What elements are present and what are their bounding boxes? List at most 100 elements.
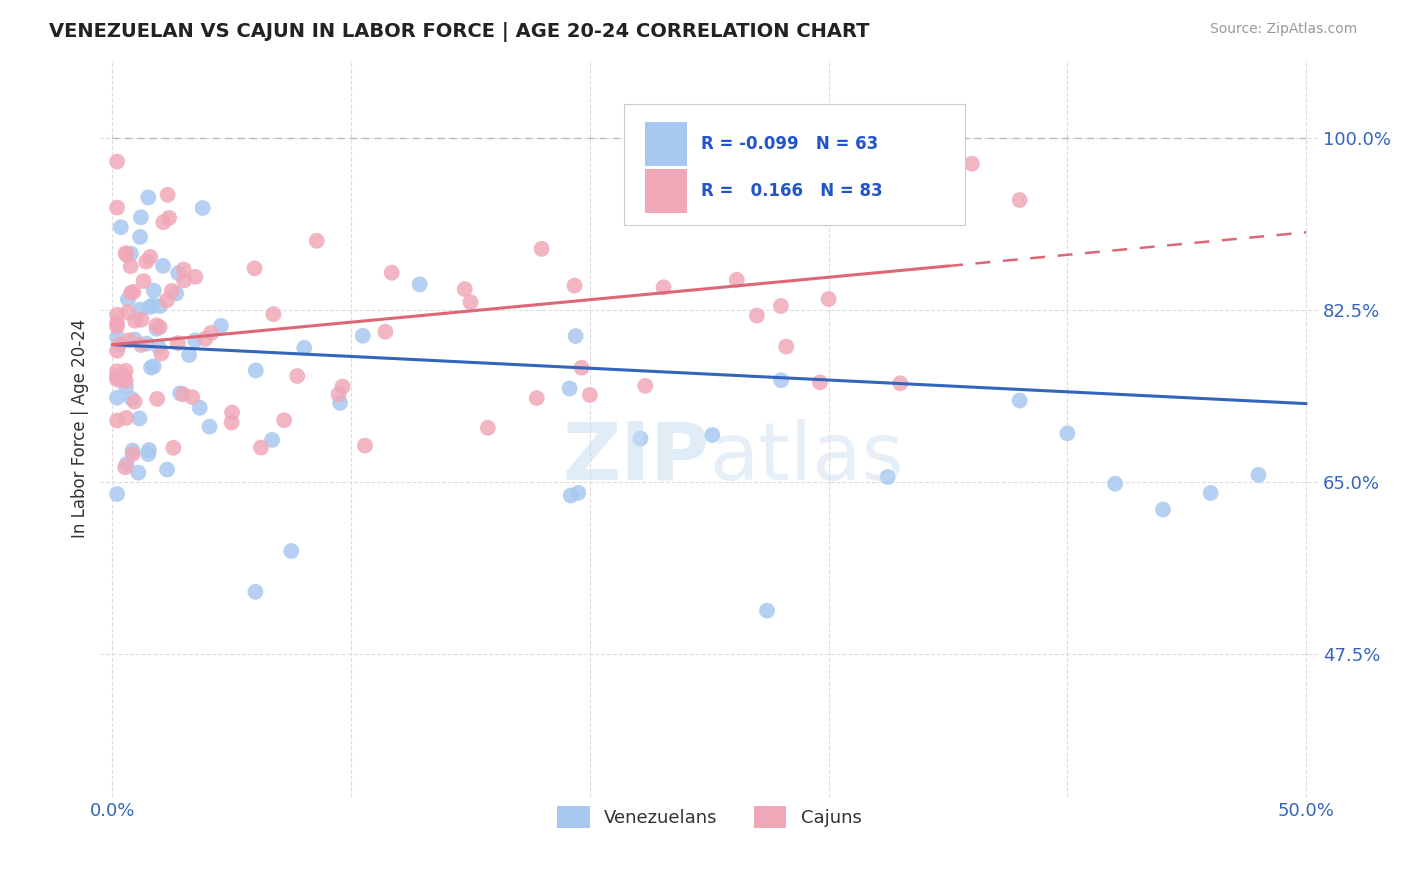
Point [135, 336, 157, 351]
Point [328, 387, 350, 401]
Point [124, 314, 146, 328]
Point [564, 329, 586, 343]
Point [120, 246, 142, 260]
Point [558, 382, 581, 396]
FancyBboxPatch shape [645, 122, 688, 167]
Point [960, 156, 983, 170]
Point [148, 340, 170, 354]
Point [114, 246, 136, 260]
Point [1008, 193, 1031, 207]
Point [131, 312, 153, 326]
Point [579, 388, 602, 402]
Point [124, 394, 146, 409]
Point [156, 187, 179, 202]
Point [150, 346, 173, 360]
Point [184, 269, 207, 284]
Point [114, 374, 136, 388]
Point [142, 284, 165, 298]
Point [454, 282, 477, 296]
Point [768, 189, 790, 203]
Point [117, 293, 139, 307]
Point [530, 242, 553, 256]
Point [381, 266, 404, 280]
Point [138, 443, 160, 458]
Point [250, 441, 273, 455]
Point [280, 544, 302, 558]
Point [285, 369, 308, 384]
Point [139, 300, 162, 314]
Point [139, 250, 162, 264]
Point [181, 390, 204, 404]
Point [127, 466, 149, 480]
Point [329, 396, 352, 410]
Point [115, 411, 138, 425]
Point [876, 470, 898, 484]
Point [121, 443, 143, 458]
Point [105, 154, 128, 169]
Point [352, 328, 374, 343]
Point [105, 487, 128, 501]
Point [769, 299, 792, 313]
Text: R = -0.099   N = 63: R = -0.099 N = 63 [700, 136, 877, 153]
Point [121, 447, 143, 461]
Point [221, 416, 243, 430]
Point [173, 262, 195, 277]
Point [124, 333, 146, 347]
FancyBboxPatch shape [645, 169, 688, 213]
Point [120, 260, 142, 274]
Point [146, 392, 169, 406]
Point [200, 326, 222, 340]
Point [152, 259, 174, 273]
Point [152, 215, 174, 229]
Point [117, 305, 139, 319]
Point [354, 439, 377, 453]
Point [745, 309, 768, 323]
Point [105, 201, 128, 215]
Point [221, 405, 243, 419]
Point [460, 295, 482, 310]
Point [817, 292, 839, 306]
Point [115, 248, 138, 262]
Point [1199, 486, 1222, 500]
Point [160, 284, 183, 298]
Point [129, 230, 152, 244]
Point [105, 364, 128, 378]
Point [889, 376, 911, 391]
Point [118, 333, 141, 347]
Point [105, 391, 128, 405]
Point [105, 369, 128, 384]
Point [209, 318, 232, 333]
Point [121, 392, 143, 406]
Point [139, 360, 162, 375]
Point [243, 261, 266, 276]
Point [169, 386, 191, 401]
Point [112, 368, 135, 383]
Point [105, 370, 128, 384]
Point [526, 391, 548, 405]
Point [1008, 393, 1031, 408]
Point [1247, 467, 1270, 482]
Point [128, 411, 150, 425]
Point [173, 273, 195, 287]
Text: VENEZUELAN VS CAJUN IN LABOR FORCE | AGE 20-24 CORRELATION CHART: VENEZUELAN VS CAJUN IN LABOR FORCE | AGE… [49, 22, 870, 42]
Point [105, 316, 128, 330]
Point [194, 332, 217, 346]
Point [634, 379, 657, 393]
Point [132, 274, 155, 288]
Point [560, 488, 582, 502]
Point [477, 421, 499, 435]
Point [136, 447, 159, 461]
Point [165, 286, 187, 301]
Point [567, 486, 589, 500]
Point [105, 319, 128, 334]
Text: atlas: atlas [709, 418, 904, 497]
Point [115, 380, 138, 394]
Point [142, 298, 165, 312]
Point [110, 220, 132, 235]
Point [245, 363, 267, 377]
Point [1104, 476, 1126, 491]
Text: Source: ZipAtlas.com: Source: ZipAtlas.com [1209, 22, 1357, 37]
Point [115, 457, 138, 471]
Point [1056, 426, 1078, 441]
Point [245, 584, 267, 599]
